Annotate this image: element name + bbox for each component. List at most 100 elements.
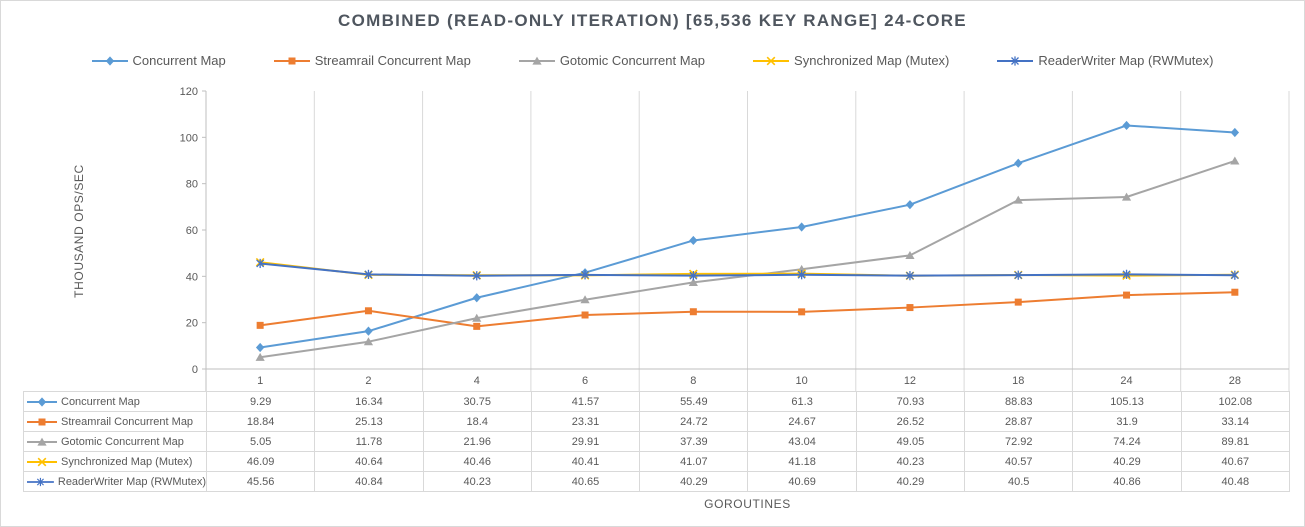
table-value-cell: 74.24: [1072, 431, 1182, 452]
marker-triangle-icon: [1013, 195, 1023, 204]
marker-square-icon: [364, 307, 372, 315]
table-value-cell: 18.84: [205, 411, 316, 432]
x-category-label: 8: [690, 375, 696, 387]
marker-x-icon: [905, 271, 915, 281]
marker-diamond-icon: [689, 235, 698, 246]
table-value-cell: 21.96: [422, 431, 532, 452]
table-value-cell: 9.29: [205, 391, 316, 412]
marker-x-icon: [364, 270, 373, 280]
series-name-label: Streamrail Concurrent Map: [61, 415, 194, 428]
table-value-cell: 40.69: [747, 471, 857, 492]
x-category-label: 10: [796, 375, 808, 387]
table-value-cell: 46.09: [205, 451, 316, 472]
table-value-cell: 37.39: [639, 431, 749, 452]
table-value-cell: 28.87: [964, 411, 1074, 432]
legend-key-x-icon: [27, 457, 57, 466]
table-row-header: Concurrent Map: [23, 391, 207, 412]
marker-triangle-icon: [255, 352, 265, 361]
marker-diamond-icon: [1230, 127, 1240, 138]
marker-triangle-icon: [363, 337, 374, 346]
table-value-cell: 41.18: [747, 451, 857, 472]
series-line-synchronized-map-mutex: [259, 261, 1236, 277]
legend-key-diamond-icon: [27, 396, 57, 407]
series-name-label: Gotomic Concurrent Map: [61, 435, 184, 448]
marker-star-icon: [36, 477, 44, 486]
marker-star-icon: [1122, 269, 1131, 279]
table-row-gotomic-concurrent-map: Gotomic Concurrent Map 5.05 11.78 21.96 29.9…: [23, 431, 1290, 452]
marker-diamond-icon: [797, 222, 806, 232]
table-value-cell: 40.65: [530, 471, 641, 492]
marker-x-icon: [797, 269, 807, 278]
marker-triangle-icon: [1121, 192, 1132, 201]
x-category-label: 1: [257, 375, 263, 387]
marker-diamond-icon: [1014, 158, 1023, 168]
y-tick-label: 120: [180, 86, 198, 98]
marker-triangle-icon: [37, 437, 47, 446]
marker-square-icon: [798, 308, 806, 316]
table-value-cell: 29.91: [530, 431, 641, 452]
marker-diamond-icon: [105, 55, 114, 66]
marker-diamond-icon: [905, 200, 915, 210]
legend-item-label: ReaderWriter Map (RWMutex): [1038, 53, 1214, 68]
legend-item-synchronized-map-mutex: Synchronized Map (Mutex): [753, 53, 949, 68]
marker-diamond-icon: [580, 268, 590, 278]
legend-item-label: Synchronized Map (Mutex): [794, 53, 950, 68]
y-tick-label: 40: [186, 271, 198, 283]
table-value-cell: 40.5: [964, 471, 1074, 492]
marker-star-icon: [1230, 270, 1239, 280]
series-line-streamrail-concurrent-map: [259, 291, 1236, 328]
table-row-header: Gotomic Concurrent Map: [23, 431, 207, 452]
table-value-cell: 23.31: [530, 411, 641, 432]
x-category-label: 4: [474, 375, 480, 387]
table-row-header: Streamrail Concurrent Map: [23, 411, 207, 432]
marker-square-icon: [256, 321, 264, 329]
table-value-cell: 40.57: [964, 451, 1074, 472]
marker-star-icon: [797, 270, 806, 280]
marker-star-icon: [905, 271, 914, 281]
legend-key-triangle-icon: [27, 437, 57, 446]
table-value-cell: 18.4: [422, 411, 532, 432]
table-value-cell: 25.13: [314, 411, 424, 432]
marker-star-icon: [1011, 55, 1020, 66]
legend-key-square-icon: [273, 57, 310, 64]
marker-triangle-icon: [1230, 156, 1240, 165]
table-value-cell: 40.64: [314, 451, 424, 472]
legend-item-gotomic-concurrent-map: Gotomic Concurrent Map: [518, 53, 705, 68]
table-value-cell: 24.72: [639, 411, 749, 432]
marker-x-icon: [255, 257, 265, 267]
legend-item-readerwriter-map-rwmutex: ReaderWriter Map (RWMutex): [997, 53, 1213, 68]
marker-x-icon: [688, 269, 698, 279]
chart-legend: Concurrent Map Streamrail Concurrent Map G…: [1, 53, 1304, 68]
marker-square-icon: [689, 308, 697, 316]
marker-square-icon: [1231, 288, 1239, 296]
table-value-cell: 40.23: [422, 471, 532, 492]
legend-item-label: Concurrent Map: [132, 53, 226, 68]
table-value-cell: 16.34: [314, 391, 424, 412]
table-value-cell: 30.75: [422, 391, 532, 412]
series-line-gotomic-concurrent-map: [259, 159, 1236, 359]
marker-star-icon: [364, 269, 373, 279]
legend-item-concurrent-map: Concurrent Map: [91, 53, 226, 68]
table-value-cell: 11.78: [314, 431, 424, 452]
chart-title: COMBINED (READ-ONLY ITERATION) [65,536 K…: [338, 11, 967, 30]
x-category-label: 2: [365, 375, 371, 387]
table-value-cell: 40.46: [422, 451, 532, 472]
series-line-readerwriter-map-rwmutex: [259, 262, 1236, 277]
marker-star-icon: [472, 271, 481, 281]
table-row-synchronized-map-mutex: Synchronized Map (Mutex) 46.09 40.64 40.46 4…: [23, 451, 1290, 472]
legend-key-diamond-icon: [91, 55, 128, 66]
y-axis-title: THOUSAND OPS/SEC: [72, 164, 86, 298]
y-tick-label: 100: [180, 132, 198, 144]
table-value-cell: 61.3: [747, 391, 857, 412]
marker-diamond-icon: [472, 293, 481, 303]
table-value-cell: 40.86: [1072, 471, 1182, 492]
marker-square-icon: [1014, 298, 1022, 306]
table-row-readerwriter-map-rwmutex: ReaderWriter Map (RWMutex) 45.56 40.84 40.2…: [23, 471, 1290, 492]
x-category-label: 6: [582, 375, 588, 387]
table-value-cell: 40.41: [530, 451, 641, 472]
marker-diamond-icon: [1122, 120, 1131, 131]
table-value-cell: 70.93: [855, 391, 966, 412]
table-value-cell: 49.05: [855, 431, 966, 452]
marker-diamond-icon: [364, 326, 373, 336]
